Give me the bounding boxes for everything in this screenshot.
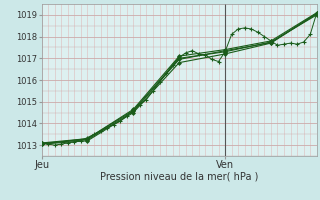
X-axis label: Pression niveau de la mer( hPa ): Pression niveau de la mer( hPa ) [100,172,258,182]
